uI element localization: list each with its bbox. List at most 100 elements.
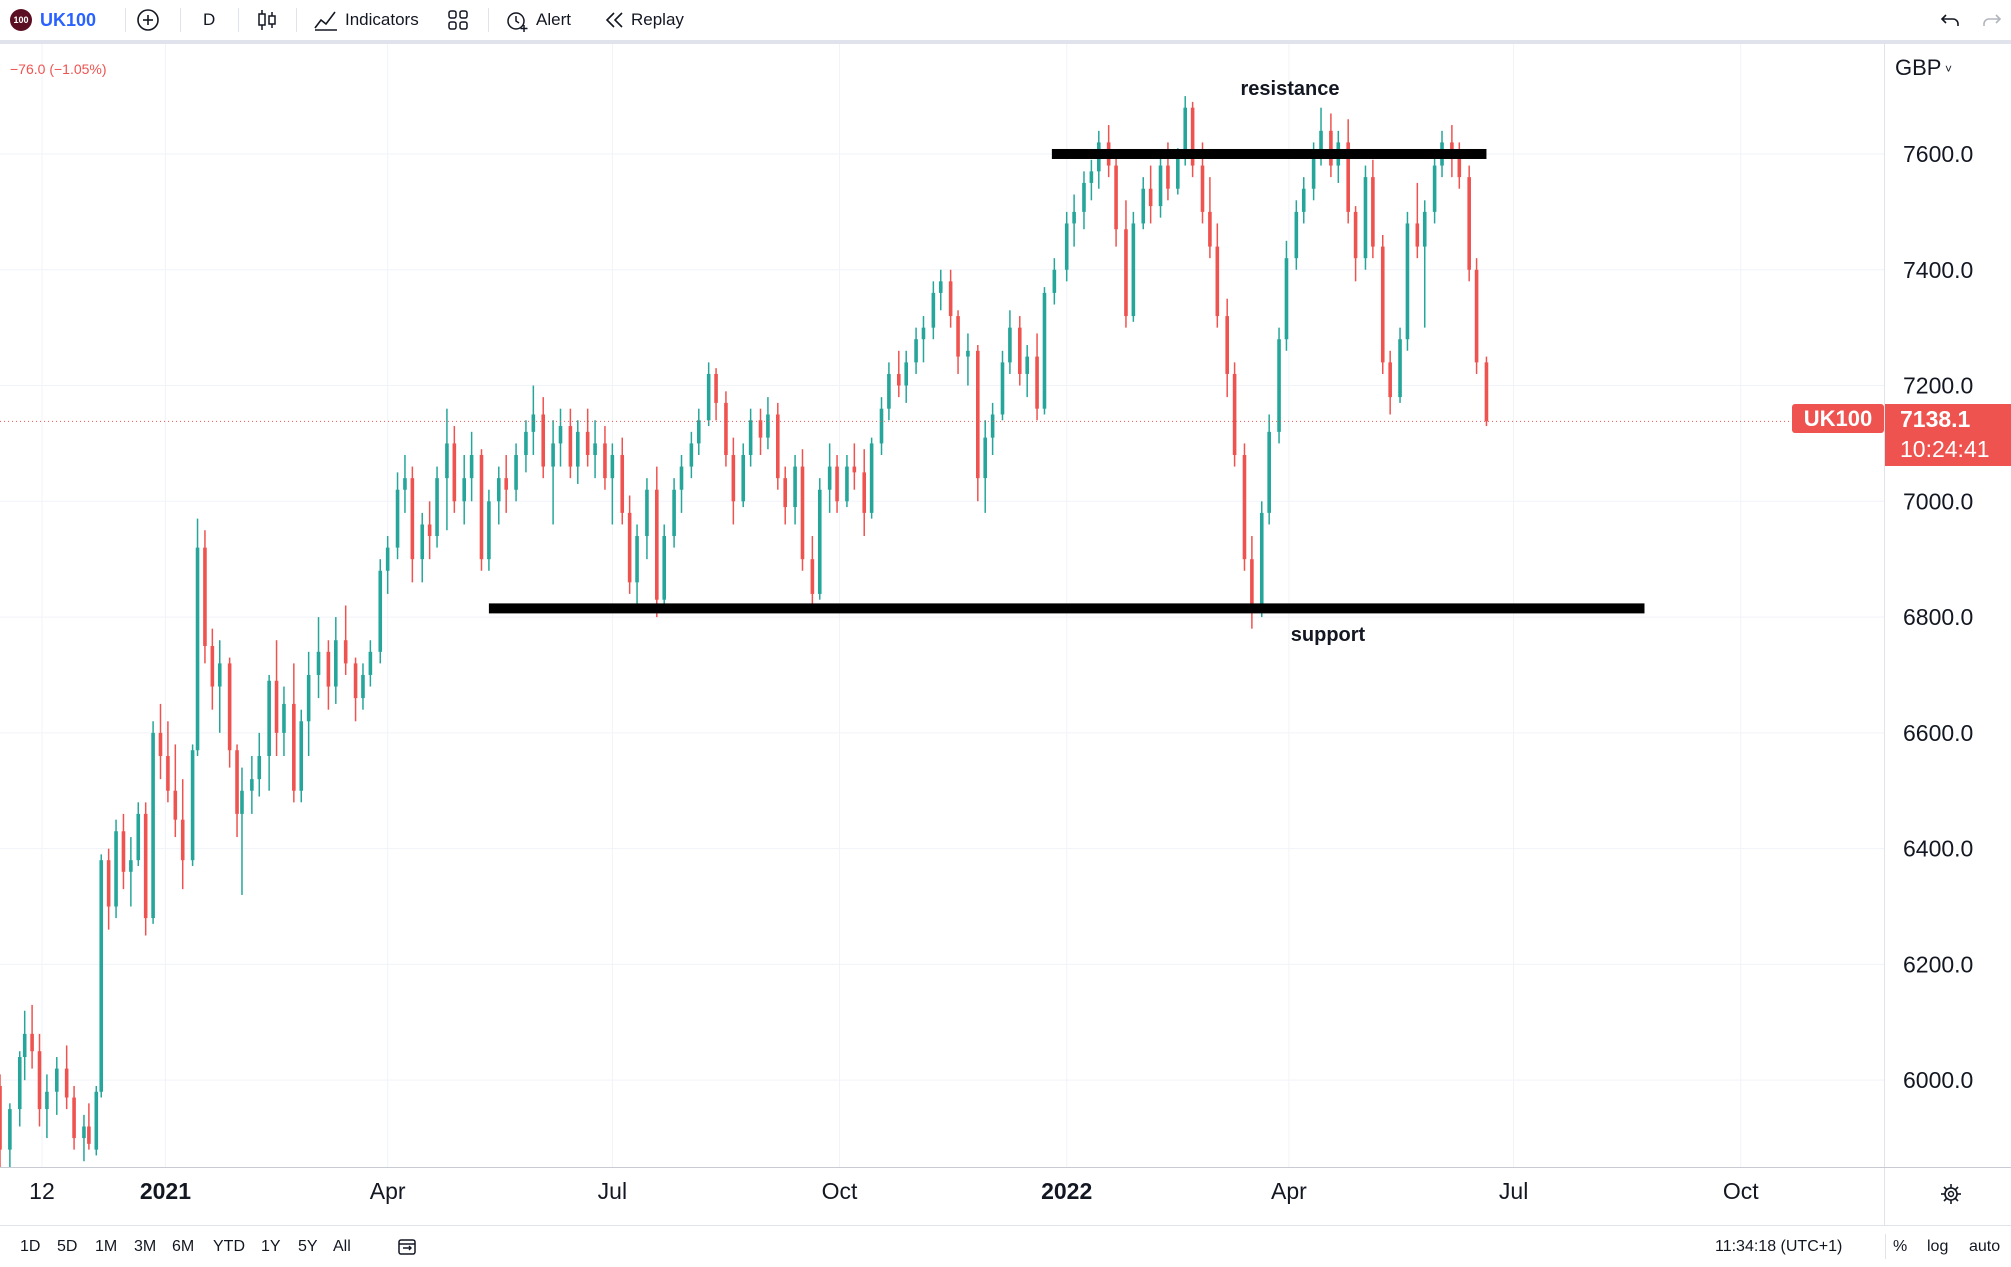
candle	[445, 408, 449, 531]
candle-body	[948, 281, 953, 317]
y-tick-label: 6800.0	[1903, 604, 1973, 630]
range-button-1m[interactable]: 1M	[95, 1237, 118, 1255]
candle	[173, 744, 178, 838]
x-tick-label: 12	[29, 1178, 55, 1204]
candle-body	[106, 860, 111, 907]
candle	[514, 443, 518, 502]
candle-body	[462, 478, 467, 502]
candle	[435, 466, 439, 548]
candle	[1388, 350, 1392, 415]
range-button-1d[interactable]: 1D	[20, 1237, 41, 1255]
candle-body	[531, 414, 536, 432]
candle-body	[282, 703, 286, 733]
candle	[558, 408, 563, 467]
candle-body	[1405, 223, 1410, 340]
y-tick-label: 6200.0	[1903, 951, 1973, 977]
candle-body	[662, 536, 667, 600]
replay-button[interactable]: Replay	[603, 0, 684, 40]
candle	[1267, 414, 1271, 525]
candle-body	[180, 819, 185, 861]
alert-button[interactable]: Alert	[504, 0, 571, 40]
candle-body	[748, 420, 753, 455]
candle	[1141, 177, 1146, 230]
candle	[800, 449, 805, 571]
range-button-1y[interactable]: 1Y	[261, 1237, 281, 1255]
candle-body	[1267, 431, 1271, 513]
candle	[817, 478, 822, 600]
candle-body	[151, 732, 155, 919]
divider	[296, 8, 297, 32]
candle	[1035, 333, 1039, 421]
range-button-ytd[interactable]: YTD	[213, 1237, 245, 1255]
range-button-all[interactable]: All	[333, 1237, 351, 1255]
symbol-search[interactable]: 100 UK100	[10, 0, 96, 40]
indicators-button[interactable]: Indicators	[313, 0, 419, 40]
auto-toggle[interactable]: auto	[1969, 1237, 2001, 1255]
rewind-icon	[605, 12, 623, 28]
candle-body	[541, 414, 546, 467]
layout-button[interactable]	[446, 0, 470, 40]
undo-button[interactable]	[1938, 0, 1962, 40]
candle	[1346, 119, 1350, 224]
candle	[610, 443, 615, 525]
calendar-range-icon	[398, 1238, 416, 1255]
candle-body	[158, 732, 163, 757]
support-label: support	[1291, 624, 1366, 646]
candle-body	[845, 466, 849, 502]
candle-body	[403, 478, 407, 490]
undo-icon	[1940, 14, 1959, 26]
y-tick-label: 7600.0	[1903, 141, 1973, 167]
candle-body	[672, 489, 676, 537]
candle-body	[593, 443, 597, 455]
candle	[956, 310, 960, 374]
candle-body	[1208, 211, 1212, 247]
candle	[143, 802, 148, 936]
candle-body	[514, 454, 518, 490]
candle	[72, 1085, 76, 1150]
candle	[593, 420, 597, 479]
interval-button[interactable]: D	[203, 0, 215, 40]
candle-body	[496, 478, 501, 502]
candle	[758, 408, 763, 455]
percent-toggle[interactable]: %	[1893, 1237, 1908, 1255]
range-button-5d[interactable]: 5D	[57, 1237, 78, 1255]
candle	[1124, 200, 1128, 328]
candle-body	[862, 472, 867, 513]
log-toggle[interactable]: log	[1927, 1237, 1949, 1255]
clock-time[interactable]: 11:34:18 (UTC+1)	[1715, 1237, 1843, 1255]
gear-icon[interactable]	[1941, 1184, 1961, 1204]
candle	[353, 657, 358, 722]
candle	[54, 1057, 59, 1115]
chart-area[interactable]: 6000.0 6200.0 6400.0 6600.0 6800.0 7000.0 7200…	[0, 44, 2011, 1266]
candle-body	[1148, 188, 1153, 207]
redo-button[interactable]	[1980, 0, 2004, 40]
candle	[1474, 258, 1479, 374]
candle	[620, 437, 625, 525]
date-range-button[interactable]	[396, 1226, 418, 1267]
candle-body	[1166, 165, 1170, 189]
candle	[783, 466, 788, 525]
range-button-5y[interactable]: 5Y	[298, 1237, 318, 1255]
chart-type-button[interactable]	[256, 0, 278, 40]
candle	[1190, 101, 1195, 178]
candle-body	[524, 431, 528, 455]
candle-body	[87, 1126, 91, 1144]
candle-body	[420, 524, 425, 560]
candle-body	[835, 466, 839, 502]
compare-button[interactable]	[135, 0, 161, 40]
candle	[1363, 165, 1368, 270]
candles	[0, 96, 1489, 1167]
range-button-6m[interactable]: 6M	[172, 1237, 195, 1255]
candle	[462, 454, 467, 525]
candle-body	[334, 640, 338, 687]
candle-body	[635, 536, 639, 583]
candle-body	[37, 1051, 42, 1110]
currency-button[interactable]: GBP ˅	[1895, 55, 1952, 80]
replay-label: Replay	[631, 10, 684, 29]
range-button-3m[interactable]: 3M	[134, 1237, 157, 1255]
price-chart[interactable]: 6000.0 6200.0 6400.0 6600.0 6800.0 7000.0 7200…	[0, 44, 2011, 1225]
candle-body	[114, 831, 118, 907]
candle	[627, 495, 632, 594]
indicators-label: Indicators	[345, 10, 419, 29]
candle-body	[741, 454, 746, 502]
